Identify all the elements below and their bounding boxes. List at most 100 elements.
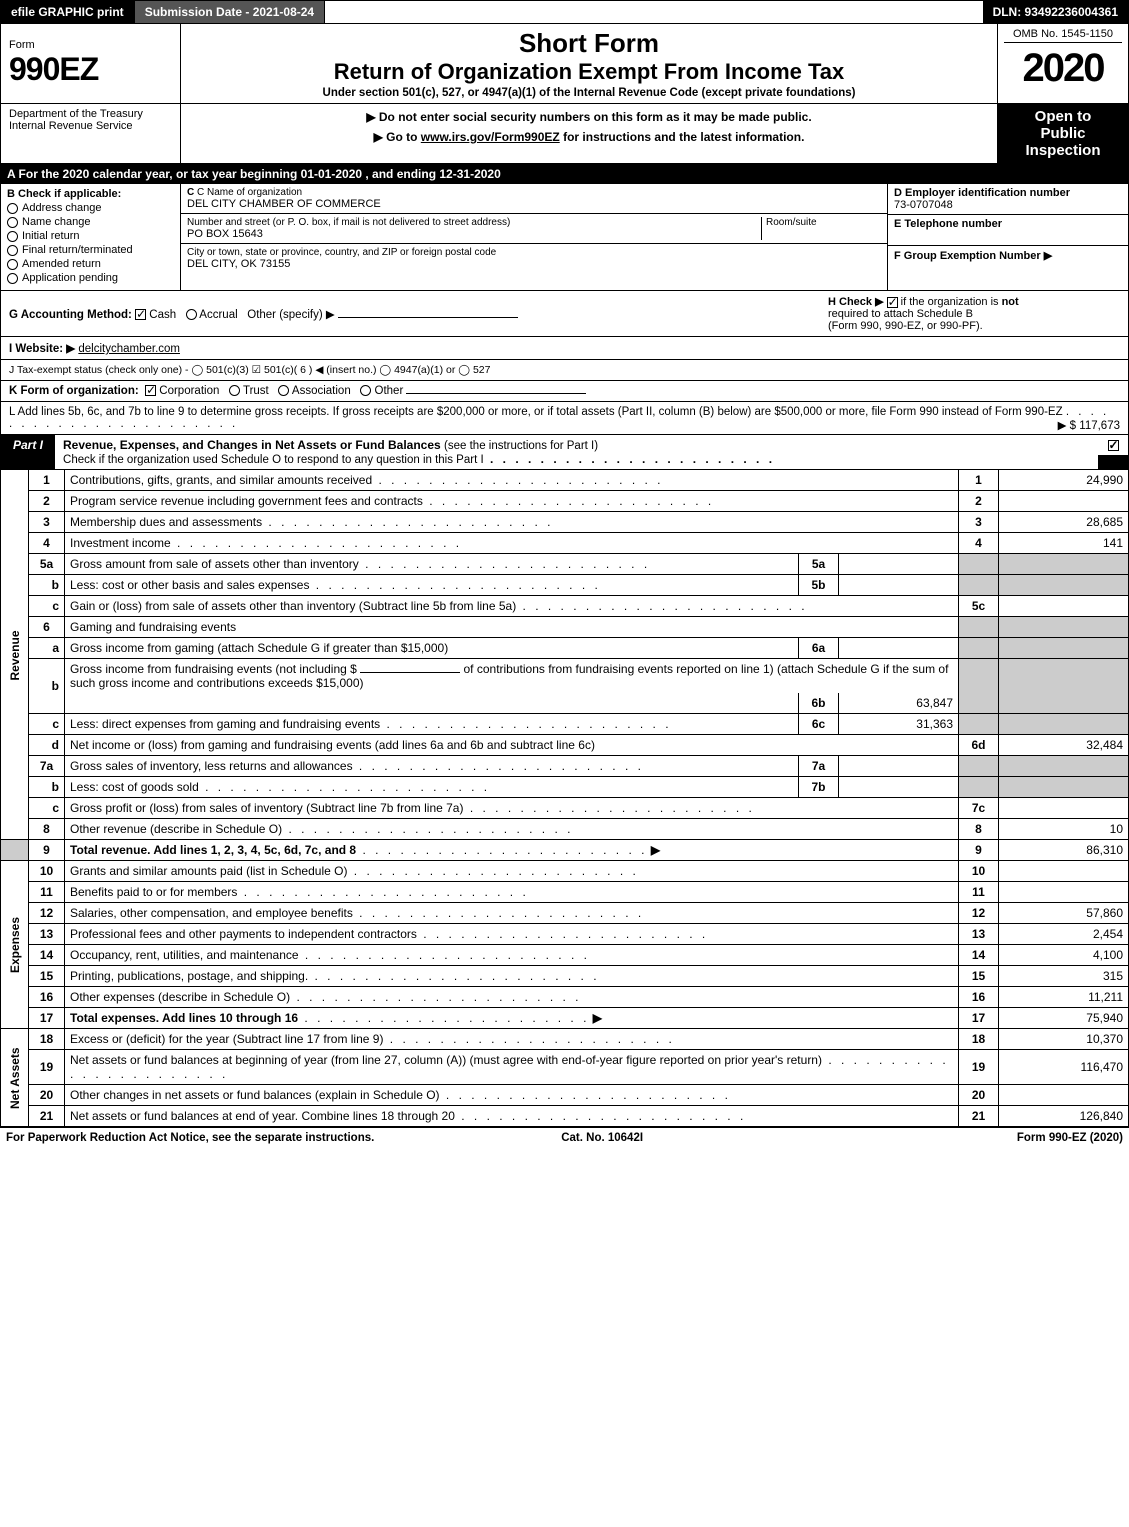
gray-cell xyxy=(959,756,999,777)
desc: Salaries, other compensation, and employ… xyxy=(70,906,353,920)
desc: Less: cost or other basis and sales expe… xyxy=(70,578,309,592)
desc: Other changes in net assets or fund bala… xyxy=(70,1088,440,1102)
numcol: 7c xyxy=(959,798,999,819)
box-ln: 7b xyxy=(799,777,839,798)
inspection: Inspection xyxy=(1000,142,1126,159)
form-word: Form xyxy=(9,39,172,51)
ln: 21 xyxy=(29,1106,65,1127)
table-row: 12Salaries, other compensation, and empl… xyxy=(1,903,1129,924)
submission-date: Submission Date - 2021-08-24 xyxy=(135,1,325,23)
chk-schedule-o[interactable] xyxy=(1108,440,1119,451)
table-row: 17Total expenses. Add lines 10 through 1… xyxy=(1,1008,1129,1029)
chk-corporation[interactable] xyxy=(145,385,156,396)
box-val xyxy=(839,575,959,596)
chk-association[interactable] xyxy=(278,385,289,396)
chk-trust[interactable] xyxy=(229,385,240,396)
desc: Gaming and fundraising events xyxy=(65,617,959,638)
amt: 2,454 xyxy=(999,924,1129,945)
table-row: bLess: cost or other basis and sales exp… xyxy=(1,575,1129,596)
goto-post: for instructions and the latest informat… xyxy=(563,130,804,144)
amt: 24,990 xyxy=(999,470,1129,491)
table-row: dNet income or (loss) from gaming and fu… xyxy=(1,735,1129,756)
table-row: cGain or (loss) from sale of assets othe… xyxy=(1,596,1129,617)
org-city: DEL CITY, OK 73155 xyxy=(187,258,881,270)
chk-application-pending[interactable] xyxy=(7,273,18,284)
chk-final-return[interactable] xyxy=(7,245,18,256)
numcol: 20 xyxy=(959,1085,999,1106)
label-k: K Form of organization: xyxy=(9,385,139,397)
amt: 126,840 xyxy=(999,1106,1129,1127)
desc: Professional fees and other payments to … xyxy=(70,927,417,941)
desc: Less: direct expenses from gaming and fu… xyxy=(70,717,380,731)
footer-form-post: (2020) xyxy=(1087,1132,1123,1144)
subtitle-code: Under section 501(c), 527, or 4947(a)(1)… xyxy=(193,87,985,99)
numcol: 15 xyxy=(959,966,999,987)
chk-other-org[interactable] xyxy=(360,385,371,396)
numcol: 9 xyxy=(959,840,999,861)
title-return: Return of Organization Exempt From Incom… xyxy=(193,59,985,85)
chk-amended-return[interactable] xyxy=(7,259,18,270)
ln: 2 xyxy=(29,491,65,512)
l-amount: ▶ $ 117,673 xyxy=(1058,418,1120,432)
contrib-blank[interactable] xyxy=(360,672,460,673)
chk-initial-return[interactable] xyxy=(7,231,18,242)
amt xyxy=(999,596,1129,617)
h-not: not xyxy=(1002,296,1019,308)
label-addr: Number and street (or P. O. box, if mail… xyxy=(187,217,761,228)
footer-left: For Paperwork Reduction Act Notice, see … xyxy=(6,1132,374,1144)
desc: Net assets or fund balances at beginning… xyxy=(70,1053,822,1067)
gray-cell xyxy=(959,575,999,596)
h-text2: required to attach Schedule B xyxy=(828,308,973,320)
amt: 10,370 xyxy=(999,1029,1129,1050)
part-1-title-sub: (see the instructions for Part I) xyxy=(444,440,598,452)
desc: Gross income from fundraising events (no… xyxy=(70,662,357,676)
open-to: Open to xyxy=(1000,108,1126,125)
other-specify-line[interactable] xyxy=(338,317,518,318)
label-g: G Accounting Method: xyxy=(9,309,132,321)
chk-address-change[interactable] xyxy=(7,203,18,214)
box-b: B Check if applicable: Address change Na… xyxy=(1,184,181,290)
chk-accrual[interactable] xyxy=(186,309,197,320)
amt: 32,484 xyxy=(999,735,1129,756)
ln: 7a xyxy=(29,756,65,777)
public: Public xyxy=(1000,125,1126,142)
irs-link[interactable]: www.irs.gov/Form990EZ xyxy=(421,130,560,144)
top-bar: efile GRAPHIC print Submission Date - 20… xyxy=(0,0,1129,24)
ln: 6 xyxy=(29,617,65,638)
lbl-address-change: Address change xyxy=(22,202,102,214)
table-row: 4Investment income4141 xyxy=(1,533,1129,554)
amt: 141 xyxy=(999,533,1129,554)
desc: Gross amount from sale of assets other t… xyxy=(70,557,359,571)
ln: 11 xyxy=(29,882,65,903)
part-1-sub: Check if the organization used Schedule … xyxy=(63,454,484,466)
table-row: 3Membership dues and assessments328,685 xyxy=(1,512,1129,533)
other-org-line[interactable] xyxy=(406,393,586,394)
chk-schedule-b[interactable] xyxy=(887,297,898,308)
efile-label[interactable]: efile GRAPHIC print xyxy=(1,1,135,23)
lbl-other-org: Other xyxy=(375,385,404,397)
label-i: I Website: ▶ xyxy=(9,343,75,355)
label-e-phone: E Telephone number xyxy=(894,218,1122,230)
ln: 1 xyxy=(29,470,65,491)
ln: b xyxy=(29,777,65,798)
ln: 17 xyxy=(29,1008,65,1029)
numcol: 11 xyxy=(959,882,999,903)
chk-cash[interactable] xyxy=(135,309,146,320)
desc: Occupancy, rent, utilities, and maintena… xyxy=(70,948,299,962)
label-room: Room/suite xyxy=(761,217,881,240)
label-c: C Name of organization xyxy=(197,187,302,198)
ln: a xyxy=(29,638,65,659)
amt: 11,211 xyxy=(999,987,1129,1008)
lbl-trust: Trust xyxy=(243,385,269,397)
chk-name-change[interactable] xyxy=(7,217,18,228)
desc: Net income or (loss) from gaming and fun… xyxy=(70,738,595,752)
gray-cell xyxy=(1,840,29,861)
numcol: 19 xyxy=(959,1050,999,1085)
box-val xyxy=(839,554,959,575)
numcol: 1 xyxy=(959,470,999,491)
website-link[interactable]: delcitychamber.com xyxy=(78,343,180,355)
h-text1: if the organization is xyxy=(901,296,1002,308)
dept-line-2: Internal Revenue Service xyxy=(9,120,172,132)
lbl-other-specify: Other (specify) ▶ xyxy=(247,309,334,321)
lbl-initial-return: Initial return xyxy=(22,230,79,242)
